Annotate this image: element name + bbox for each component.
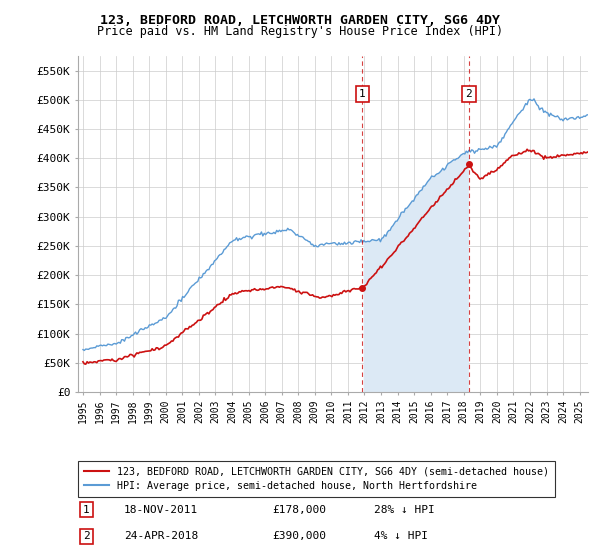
Text: 2: 2: [466, 89, 472, 99]
Text: 18-NOV-2011: 18-NOV-2011: [124, 505, 198, 515]
Text: 28% ↓ HPI: 28% ↓ HPI: [374, 505, 434, 515]
Text: £178,000: £178,000: [272, 505, 326, 515]
Text: £390,000: £390,000: [272, 531, 326, 542]
Text: 2: 2: [83, 531, 90, 542]
Text: 1: 1: [359, 89, 366, 99]
Text: Price paid vs. HM Land Registry's House Price Index (HPI): Price paid vs. HM Land Registry's House …: [97, 25, 503, 38]
Legend: 123, BEDFORD ROAD, LETCHWORTH GARDEN CITY, SG6 4DY (semi-detached house), HPI: A: 123, BEDFORD ROAD, LETCHWORTH GARDEN CIT…: [78, 461, 555, 497]
Text: 24-APR-2018: 24-APR-2018: [124, 531, 198, 542]
Text: 1: 1: [83, 505, 90, 515]
Text: 123, BEDFORD ROAD, LETCHWORTH GARDEN CITY, SG6 4DY: 123, BEDFORD ROAD, LETCHWORTH GARDEN CIT…: [100, 14, 500, 27]
Text: 4% ↓ HPI: 4% ↓ HPI: [374, 531, 428, 542]
